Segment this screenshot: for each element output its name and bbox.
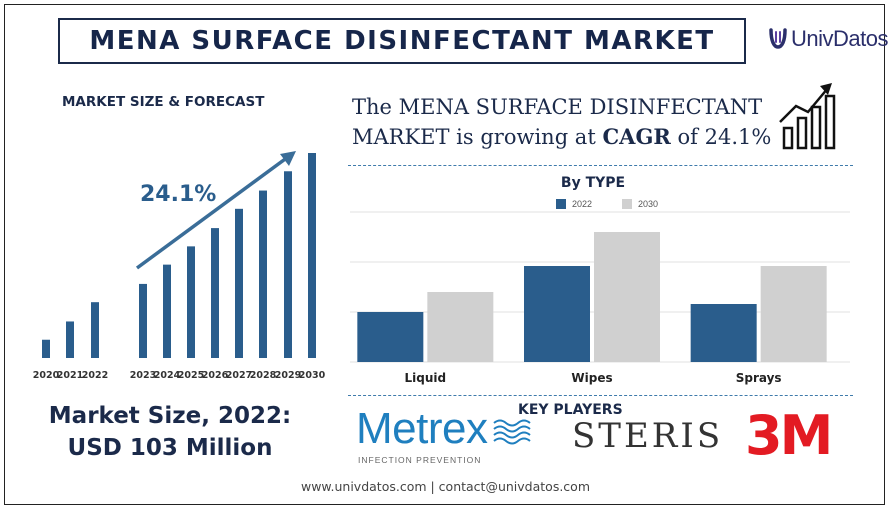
forecast-year-label: 2023 — [130, 370, 156, 381]
divider-bottom — [348, 395, 853, 396]
legend-swatch-2022 — [556, 199, 566, 209]
forecast-year-label: 2021 — [57, 370, 83, 381]
page-title: MENA SURFACE DISINFECTANT MARKET — [89, 26, 715, 56]
key-players-heading: KEY PLAYERS — [518, 402, 623, 418]
trend-arrow-line — [135, 152, 294, 270]
headline-part1: The MENA SURFACE DISINFECTANT MARKET is … — [352, 95, 763, 149]
brand-logo: UnivDatos — [768, 26, 888, 52]
type-category-label: Wipes — [571, 371, 612, 385]
wave-icon — [493, 419, 531, 445]
market-size-summary: Market Size, 2022: USD 103 Million — [0, 400, 340, 464]
logo-text: UnivDatos — [791, 26, 888, 51]
legend-label-2022: 2022 — [572, 199, 593, 209]
type-bar-2030 — [594, 232, 660, 362]
growth-rate-label: 24.1% — [140, 182, 217, 207]
footer-contact: www.univdatos.com | contact@univdatos.co… — [300, 479, 590, 494]
forecast-year-label: 2028 — [250, 370, 277, 381]
forecast-year-label: 2024 — [154, 370, 181, 381]
by-type-chart: Liquid Wipes Sprays — [350, 211, 850, 385]
forecast-bar — [284, 171, 292, 358]
forecast-bar — [139, 283, 147, 358]
forecast-bar — [163, 264, 171, 358]
forecast-bar — [259, 190, 267, 358]
legend-label-2030: 2030 — [638, 199, 659, 209]
cagr-headline: The MENA SURFACE DISINFECTANT MARKET is … — [352, 92, 782, 152]
type-category-label: Sprays — [736, 371, 782, 385]
3m-logo: 3M — [745, 404, 833, 467]
legend-swatch-2030 — [622, 199, 633, 209]
headline-part2: of 24.1% — [670, 125, 772, 149]
forecast-bar — [66, 321, 74, 358]
forecast-year-label: 2020 — [33, 370, 60, 381]
forecast-year-label: 2029 — [275, 370, 301, 381]
headline-cagr: CAGR — [602, 124, 671, 149]
forecast-year-label: 2026 — [202, 370, 229, 381]
forecast-year-label: 2027 — [226, 370, 252, 381]
forecast-year-label: 2025 — [178, 370, 204, 381]
type-bar-2022 — [690, 304, 757, 362]
trend-arrow-head — [280, 151, 296, 166]
by-type-title: By TYPE — [560, 175, 626, 191]
forecast-year-label: 2030 — [299, 370, 326, 381]
univdatos-logo-icon — [769, 28, 787, 49]
metrex-tagline: INFECTION PREVENTION — [358, 455, 482, 465]
page-frame — [4, 4, 885, 505]
market-size-line1: Market Size, 2022: — [48, 403, 292, 429]
forecast-bar — [211, 228, 219, 358]
divider-top — [348, 165, 853, 166]
forecast-year-label: 2022 — [82, 370, 108, 381]
growth-chart-icon — [779, 83, 836, 150]
metrex-logo: Metrex INFECTION PREVENTION — [356, 404, 532, 465]
by-type-legend: 2022 2030 — [556, 199, 658, 209]
type-bar-2030 — [427, 292, 494, 362]
type-bar-2022 — [524, 266, 590, 362]
steris-logo: STERIS — [572, 416, 724, 456]
forecast-bar — [235, 208, 243, 358]
metrex-logo-text: Metrex — [356, 404, 488, 453]
forecast-bar — [308, 153, 316, 358]
type-bar-2022 — [357, 312, 424, 362]
market-size-line2: USD 103 Million — [67, 435, 273, 461]
type-category-label: Liquid — [405, 371, 447, 385]
title-box: MENA SURFACE DISINFECTANT MARKET — [58, 18, 746, 64]
market-size-heading: MARKET SIZE & FORECAST — [62, 94, 265, 110]
type-bar-2030 — [760, 266, 827, 362]
forecast-bar — [187, 246, 195, 358]
forecast-bar — [91, 302, 99, 358]
forecast-bar — [42, 339, 50, 358]
